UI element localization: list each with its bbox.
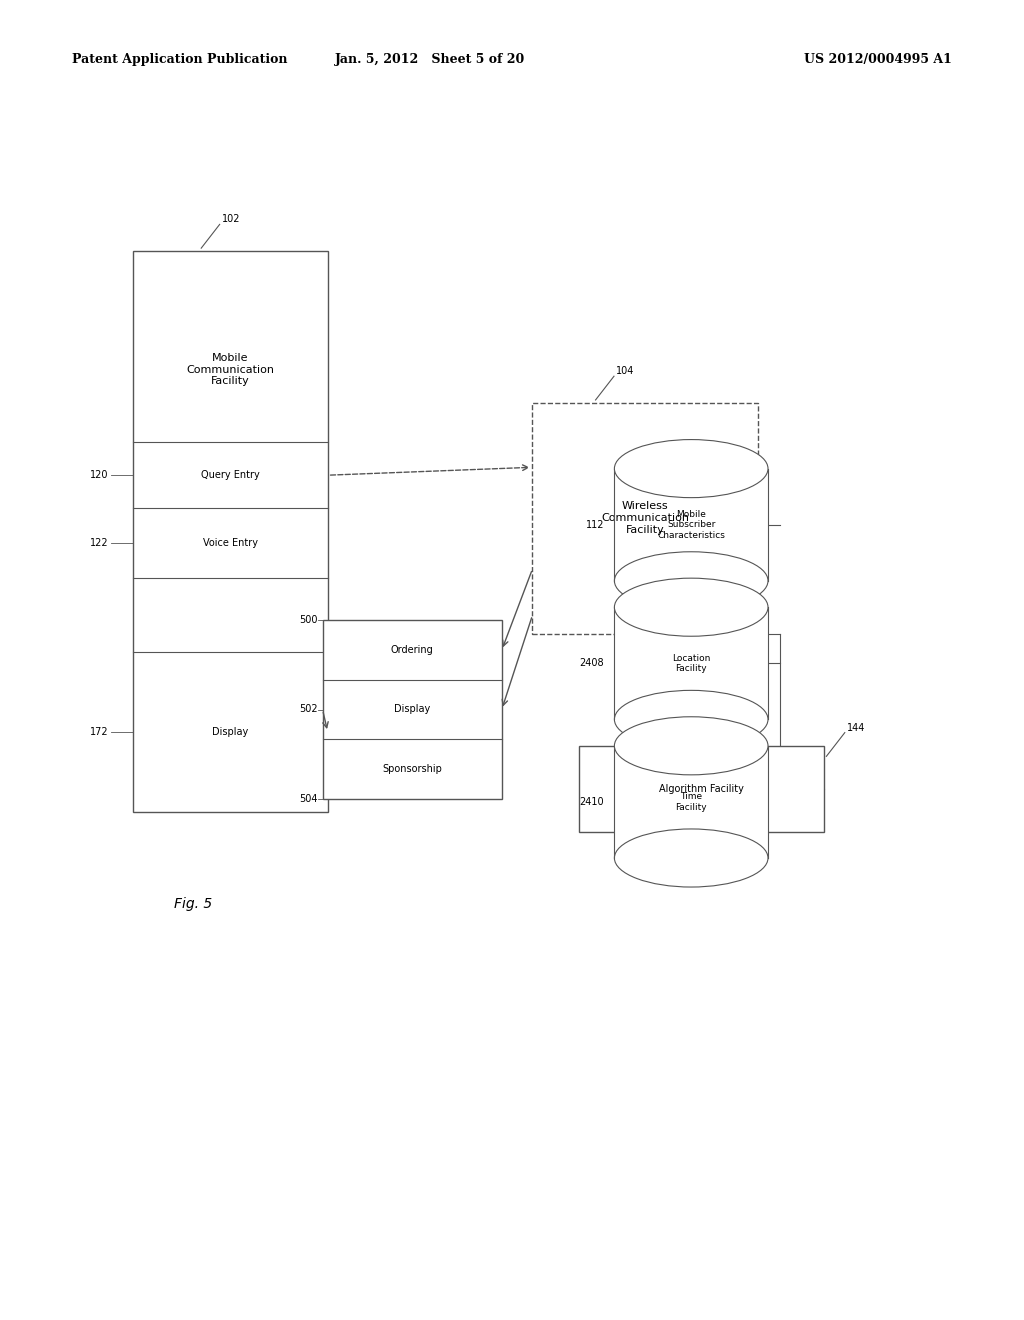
Text: Ordering: Ordering: [391, 645, 433, 655]
Text: 172: 172: [90, 727, 109, 737]
FancyBboxPatch shape: [532, 403, 758, 634]
Ellipse shape: [614, 717, 768, 775]
Text: Wireless
Communication
Facility: Wireless Communication Facility: [601, 502, 689, 535]
Text: 122: 122: [90, 539, 109, 548]
Text: Display: Display: [212, 727, 249, 737]
Ellipse shape: [614, 690, 768, 748]
FancyBboxPatch shape: [133, 251, 328, 812]
Text: Fig. 5: Fig. 5: [174, 898, 212, 911]
Text: 504: 504: [299, 793, 317, 804]
Text: 104: 104: [616, 366, 635, 376]
Text: Location
Facility: Location Facility: [672, 653, 711, 673]
Ellipse shape: [614, 552, 768, 610]
Text: 500: 500: [299, 615, 317, 626]
Text: Query Entry: Query Entry: [201, 470, 260, 480]
Ellipse shape: [614, 829, 768, 887]
Text: 112: 112: [586, 520, 604, 529]
Text: Mobile
Subscriber
Characteristics: Mobile Subscriber Characteristics: [657, 510, 725, 540]
Ellipse shape: [614, 440, 768, 498]
Text: Patent Application Publication: Patent Application Publication: [72, 53, 287, 66]
Bar: [614, 607, 768, 719]
FancyBboxPatch shape: [579, 746, 824, 832]
Text: Mobile
Communication
Facility: Mobile Communication Facility: [186, 352, 274, 387]
Ellipse shape: [614, 578, 768, 636]
Text: Time
Facility: Time Facility: [676, 792, 707, 812]
Bar: [614, 469, 768, 581]
Text: Display: Display: [394, 705, 430, 714]
Text: 502: 502: [299, 705, 317, 714]
Text: Voice Entry: Voice Entry: [203, 539, 258, 548]
Text: US 2012/0004995 A1: US 2012/0004995 A1: [805, 53, 952, 66]
Text: Algorithm Facility: Algorithm Facility: [659, 784, 743, 793]
FancyBboxPatch shape: [323, 620, 502, 799]
Bar: [614, 746, 768, 858]
Text: 2410: 2410: [580, 797, 604, 807]
Text: 102: 102: [221, 214, 241, 224]
Text: 2408: 2408: [580, 659, 604, 668]
Text: 120: 120: [90, 470, 109, 480]
Text: Jan. 5, 2012   Sheet 5 of 20: Jan. 5, 2012 Sheet 5 of 20: [335, 53, 525, 66]
Text: Sponsorship: Sponsorship: [382, 764, 442, 774]
Text: 144: 144: [847, 722, 865, 733]
